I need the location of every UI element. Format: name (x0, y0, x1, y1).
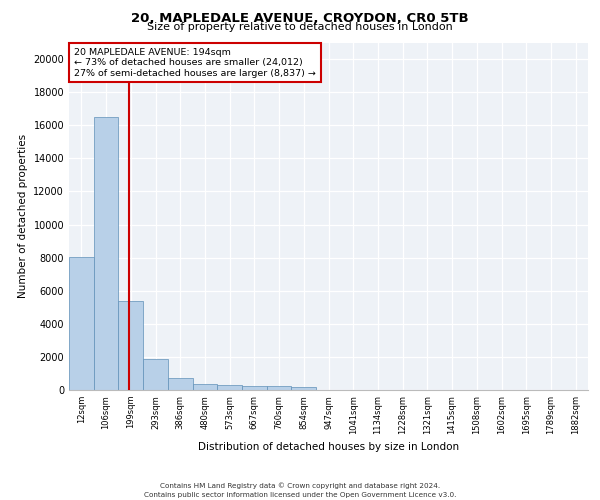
Text: 20 MAPLEDALE AVENUE: 194sqm
← 73% of detached houses are smaller (24,012)
27% of: 20 MAPLEDALE AVENUE: 194sqm ← 73% of det… (74, 48, 316, 78)
Bar (217, 386, 242, 390)
Bar (267, 386, 292, 390)
Bar (143, 360, 168, 390)
Y-axis label: Number of detached properties: Number of detached properties (18, 134, 28, 298)
X-axis label: Distribution of detached houses by size in London: Distribution of detached houses by size … (198, 442, 459, 452)
Bar (118, 300, 143, 390)
Text: Size of property relative to detached houses in London: Size of property relative to detached ho… (147, 22, 453, 32)
Bar (69, 257, 94, 390)
Bar (168, 378, 193, 390)
Bar (242, 386, 267, 390)
Text: 20, MAPLEDALE AVENUE, CROYDON, CR0 5TB: 20, MAPLEDALE AVENUE, CROYDON, CR0 5TB (131, 12, 469, 26)
Bar (292, 387, 316, 390)
Bar (193, 384, 217, 390)
Text: Contains HM Land Registry data © Crown copyright and database right 2024.
Contai: Contains HM Land Registry data © Crown c… (144, 482, 456, 498)
Bar (94, 117, 118, 390)
